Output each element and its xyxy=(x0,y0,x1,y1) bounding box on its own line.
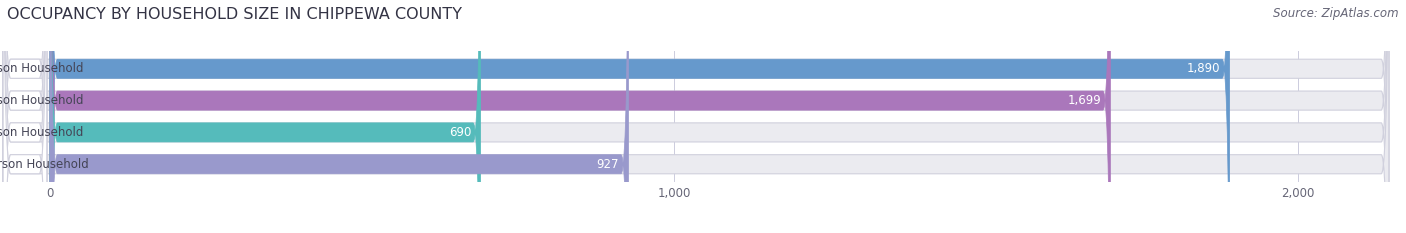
FancyBboxPatch shape xyxy=(3,0,46,233)
FancyBboxPatch shape xyxy=(51,0,1230,233)
Text: 3-Person Household: 3-Person Household xyxy=(0,126,83,139)
Text: 1,699: 1,699 xyxy=(1067,94,1101,107)
FancyBboxPatch shape xyxy=(51,0,628,233)
FancyBboxPatch shape xyxy=(3,0,46,233)
Text: 1,890: 1,890 xyxy=(1187,62,1220,75)
FancyBboxPatch shape xyxy=(3,0,46,233)
FancyBboxPatch shape xyxy=(3,0,1389,233)
Text: 4+ Person Household: 4+ Person Household xyxy=(0,158,89,171)
FancyBboxPatch shape xyxy=(3,0,1389,233)
FancyBboxPatch shape xyxy=(3,0,46,233)
FancyBboxPatch shape xyxy=(51,0,1111,233)
Text: Source: ZipAtlas.com: Source: ZipAtlas.com xyxy=(1274,7,1399,20)
Text: OCCUPANCY BY HOUSEHOLD SIZE IN CHIPPEWA COUNTY: OCCUPANCY BY HOUSEHOLD SIZE IN CHIPPEWA … xyxy=(7,7,463,22)
FancyBboxPatch shape xyxy=(3,0,1389,233)
FancyBboxPatch shape xyxy=(3,0,1389,233)
FancyBboxPatch shape xyxy=(51,0,481,233)
Text: 2-Person Household: 2-Person Household xyxy=(0,94,84,107)
Text: 690: 690 xyxy=(449,126,471,139)
Text: 927: 927 xyxy=(596,158,619,171)
Text: 1-Person Household: 1-Person Household xyxy=(0,62,84,75)
